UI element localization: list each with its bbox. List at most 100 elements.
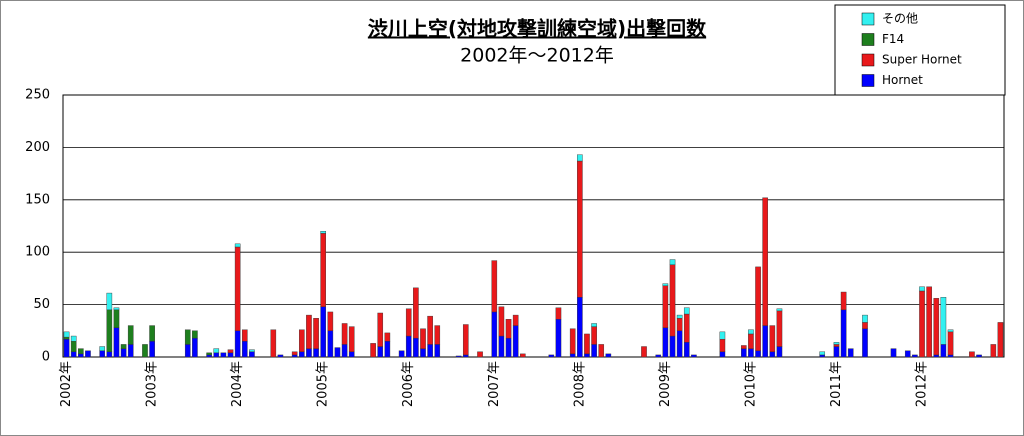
chart-title: 渋川上空(対地攻撃訓練空域)出撃回数: [368, 17, 707, 41]
bar-segment: [291, 354, 298, 358]
bar-segment: [320, 231, 327, 234]
x-tick-label: 2004年: [230, 361, 245, 407]
legend-label: Super Hornet: [882, 53, 962, 67]
legend-label: F14: [882, 32, 904, 46]
bar-segment: [306, 314, 312, 349]
bar-segment: [862, 328, 868, 358]
bar-segment: [477, 351, 483, 358]
bar-segment: [769, 351, 776, 358]
bar-segment: [776, 308, 783, 312]
bar-segment: [427, 344, 433, 358]
bar-segment: [313, 318, 319, 349]
bar-segment: [234, 330, 241, 358]
bar-segment: [512, 314, 519, 326]
bar-segment: [683, 342, 690, 358]
bar-segment: [577, 297, 583, 358]
bar-segment: [491, 311, 498, 358]
bar-segment: [149, 341, 155, 358]
bar-segment: [719, 331, 726, 340]
bar-segment: [548, 354, 555, 358]
bar-segment: [249, 349, 255, 352]
bar-segment: [555, 319, 562, 358]
bar-segment: [192, 337, 198, 358]
bar-segment: [149, 325, 155, 342]
bar-segment: [234, 246, 241, 332]
legend-swatch: [861, 12, 875, 26]
bar-segment: [505, 337, 512, 358]
bar-segment: [327, 330, 334, 358]
bar-segment: [912, 354, 918, 358]
bar-segment: [569, 328, 576, 355]
bar-segment: [241, 329, 248, 342]
bar-segment: [220, 352, 227, 358]
chart-subtitle: 2002年～2012年: [460, 45, 614, 67]
bar-segment: [99, 350, 106, 358]
bar-segment: [63, 331, 70, 338]
bar-segment: [106, 351, 113, 358]
x-tick-label: 2006年: [401, 361, 416, 407]
bar-segment: [683, 313, 690, 343]
bar-segment: [769, 325, 776, 352]
x-tick-label: 2009年: [658, 361, 673, 407]
bar-segment: [997, 322, 1004, 358]
bar-segment: [555, 307, 562, 320]
bar-segment: [99, 346, 106, 351]
bar-segment: [740, 348, 747, 358]
bar-segment: [890, 348, 897, 358]
bar-segment: [762, 325, 768, 358]
bar-segment: [919, 290, 925, 358]
bar-segment: [776, 310, 783, 347]
bar-segment: [213, 348, 220, 354]
bar-segment: [313, 348, 319, 358]
legend-swatch: [861, 53, 875, 67]
bar-segment: [348, 351, 355, 358]
bar-segment: [947, 331, 954, 356]
bar-segment: [669, 264, 676, 337]
bar-segment: [569, 353, 576, 358]
bar-segment: [142, 344, 148, 358]
bar-segment: [398, 350, 405, 358]
bar-segment: [227, 349, 234, 354]
bar-segment: [833, 346, 840, 358]
bar-segment: [106, 292, 113, 311]
y-tick-label: 100: [25, 245, 50, 260]
bar-segment: [683, 307, 690, 315]
bar-segment: [234, 243, 241, 248]
bar-segment: [462, 324, 469, 356]
bar-segment: [241, 341, 248, 358]
bar-segment: [427, 315, 433, 345]
x-tick-label: 2008年: [572, 361, 587, 407]
bar-segment: [413, 287, 419, 339]
bar-segment: [291, 351, 298, 356]
bar-segment: [184, 329, 191, 345]
bar-segment: [348, 326, 355, 352]
bar-segment: [334, 347, 341, 358]
bar-segment: [192, 330, 198, 339]
bar-segment: [577, 160, 583, 298]
bar-segment: [434, 325, 441, 345]
bar-segment: [70, 335, 77, 342]
bar-segment: [306, 348, 312, 358]
bar-segment: [206, 354, 212, 358]
legend-label: その他: [882, 12, 918, 26]
bar-segment: [213, 352, 220, 358]
bar-segment: [341, 323, 348, 345]
bar-segment: [113, 309, 120, 328]
bar-segment: [341, 344, 348, 358]
bar-segment: [833, 342, 840, 345]
bar-segment: [63, 336, 70, 340]
y-tick-label: 0: [42, 350, 50, 365]
bar-segment: [598, 344, 605, 358]
bar-segment: [976, 354, 982, 358]
bar-segment: [113, 327, 120, 358]
bar-segment: [919, 286, 925, 292]
bar-segment: [591, 323, 597, 327]
bar-segment: [762, 197, 768, 326]
bar-segment: [847, 348, 854, 358]
bar-segment: [405, 308, 412, 337]
bar-segment: [106, 309, 113, 352]
y-tick-label: 250: [25, 88, 50, 103]
bar-segment: [748, 333, 754, 349]
bar-segment: [206, 352, 212, 356]
bar-segment: [113, 307, 120, 311]
